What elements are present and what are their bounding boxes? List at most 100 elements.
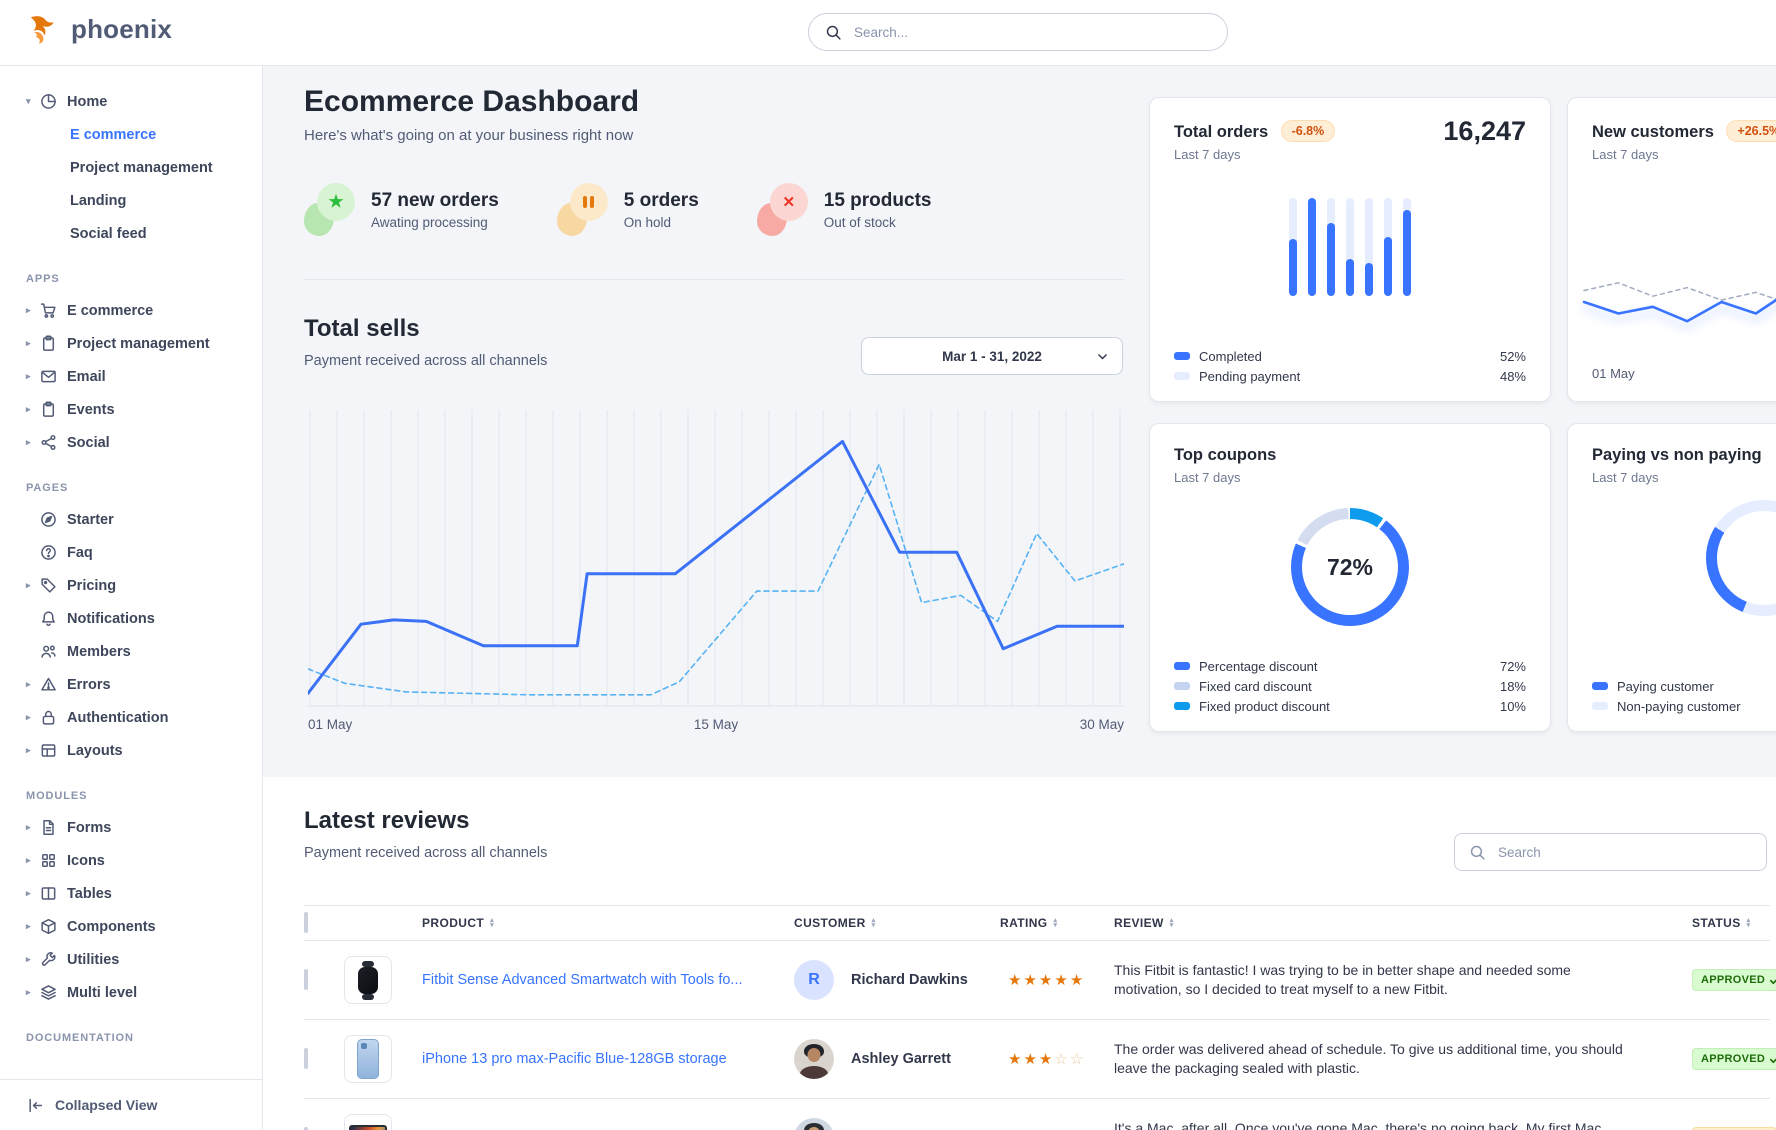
row-checkbox-cell	[304, 969, 344, 990]
card-title: Paying vs non paying	[1592, 446, 1762, 464]
x-axis-label: 30 May	[1079, 717, 1124, 732]
sidebar-item-pricing[interactable]: ▸ Pricing	[26, 569, 244, 602]
reviews-search[interactable]	[1454, 833, 1767, 871]
sidebar-item-layouts[interactable]: ▸ Layouts	[26, 734, 244, 767]
legend-swatch	[1174, 662, 1190, 670]
legend-row: Percentage discount 72%	[1174, 656, 1526, 676]
sidebar-item-e-commerce[interactable]: ▸ E commerce	[26, 294, 244, 327]
select-all-checkbox[interactable]	[304, 912, 308, 933]
row-checkbox[interactable]	[304, 1048, 308, 1069]
row-checkbox-cell	[304, 1127, 344, 1130]
product-link[interactable]: Fitbit Sense Advanced Smartwatch with To…	[422, 972, 743, 988]
row-checkbox[interactable]	[304, 1127, 308, 1130]
caret-right-icon: ▸	[26, 404, 31, 414]
sidebar-item-email[interactable]: ▸ Email	[26, 360, 244, 393]
table-row: Apple MacBook Pro 13 inch-M1-8/256GBWood…	[304, 1099, 1776, 1130]
reviews-table-header: PRODUCT ▴ ▾ CUSTOMER ▴ ▾ RATING ▴ ▾ REVIEW ▴ ▾ STATU…	[304, 905, 1770, 941]
reviews-title: Latest reviews	[304, 807, 470, 834]
top-coupons-card: Top coupons Last 7 days 72% Percentage d…	[1149, 423, 1551, 732]
sidebar-item-notifications[interactable]: Notifications	[26, 602, 244, 635]
column-header-review[interactable]: REVIEW ▴ ▾	[1114, 916, 1692, 930]
status-label: APPROVED	[1701, 974, 1766, 986]
sidebar-item-errors[interactable]: ▸ Errors	[26, 668, 244, 701]
star-icon: ★	[1008, 1051, 1024, 1068]
sidebar-item-components[interactable]: ▸ Components	[26, 910, 244, 943]
sidebar-item-tables[interactable]: ▸ Tables	[26, 877, 244, 910]
reviews-search-input[interactable]	[1496, 843, 1752, 861]
bar-fill	[1365, 262, 1373, 296]
sidebar-item-e-commerce[interactable]: E commerce	[26, 118, 244, 151]
sidebar-item-label: Icons	[67, 852, 105, 869]
stat-value: 5 orders	[623, 190, 699, 211]
sidebar-item-project-management[interactable]: ▸ Project management	[26, 327, 244, 360]
sidebar-item-project-management[interactable]: Project management	[26, 151, 244, 184]
global-search[interactable]	[808, 13, 1228, 51]
column-header-customer[interactable]: CUSTOMER ▴ ▾	[794, 916, 1000, 930]
bar-track	[1384, 198, 1392, 296]
column-header-rating[interactable]: RATING ▴ ▾	[1000, 916, 1114, 930]
sidebar-item-home[interactable]: ▾ Home	[26, 85, 244, 118]
sidebar-item-authentication[interactable]: ▸ Authentication	[26, 701, 244, 734]
rating-stars: ★★★☆☆	[1000, 1050, 1114, 1068]
column-header-status[interactable]: STATUS ▴ ▾	[1692, 916, 1770, 930]
sidebar-item-forms[interactable]: ▸ Forms	[26, 811, 244, 844]
sidebar-item-members[interactable]: Members	[26, 635, 244, 668]
sidebar-item-utilities[interactable]: ▸ Utilities	[26, 943, 244, 976]
review-text: This Fitbit is fantastic! I was trying t…	[1114, 962, 1571, 997]
brand-logo[interactable]: phoenix	[28, 14, 172, 45]
caret-right-icon: ▸	[26, 921, 31, 931]
total-sells-x-axis: 01 May 15 May 30 May	[308, 717, 1124, 732]
sidebar-item-faq[interactable]: Faq	[26, 536, 244, 569]
status-cell: PENDING	[1692, 1127, 1776, 1130]
date-range-select[interactable]: Mar 1 - 31, 2022	[861, 337, 1123, 375]
caret-right-icon: ▸	[26, 745, 31, 755]
total-sells-title: Total sells	[304, 315, 420, 342]
legend-label: Completed	[1199, 348, 1262, 364]
status-badge: APPROVED	[1692, 969, 1776, 991]
sidebar-item-social-feed[interactable]: Social feed	[26, 217, 244, 250]
file-icon	[40, 819, 57, 836]
row-checkbox[interactable]	[304, 969, 308, 990]
coupons-legend: Percentage discount 72% Fixed card discoun…	[1174, 656, 1526, 716]
sidebar-item-multi-level[interactable]: ▸ Multi level	[26, 976, 244, 1009]
new-customers-card: New customers +26.5% Last 7 days 01 May	[1567, 97, 1776, 402]
total-sells-chart	[308, 410, 1124, 712]
star-icon: ☆	[1054, 1051, 1070, 1068]
column-header-product[interactable]: PRODUCT ▴ ▾	[422, 916, 794, 930]
sidebar-item-events[interactable]: ▸ Events	[26, 393, 244, 426]
legend-value: 52%	[1499, 348, 1526, 364]
product-link[interactable]: iPhone 13 pro max-Pacific Blue-128GB sto…	[422, 1051, 727, 1067]
sidebar-item-starter[interactable]: Starter	[26, 503, 244, 536]
stat-value: 15 products	[823, 190, 932, 211]
legend-label: Pending payment	[1199, 368, 1301, 384]
sidebar-collapse-toggle[interactable]: Collapsed View	[0, 1079, 262, 1130]
clipboard-icon	[40, 401, 57, 418]
legend-swatch	[1592, 682, 1608, 690]
sort-icon: ▴ ▾	[490, 917, 495, 929]
sidebar-item-label: Events	[67, 401, 115, 418]
bell-icon	[40, 610, 57, 627]
global-search-input[interactable]	[852, 23, 1211, 41]
sidebar-item-landing[interactable]: Landing	[26, 184, 244, 217]
status-cell: APPROVED	[1692, 1048, 1776, 1070]
bar-fill	[1289, 239, 1297, 296]
card-title: New customers	[1592, 123, 1714, 141]
stat-text: 15 products Out of stock	[824, 190, 932, 230]
sidebar-item-social[interactable]: ▸ Social	[26, 426, 244, 459]
card-period: Last 7 days	[1592, 147, 1659, 162]
stat-value: 57 new orders	[371, 190, 499, 211]
sidebar-item-icons[interactable]: ▸ Icons	[26, 844, 244, 877]
grid-icon	[40, 852, 57, 869]
sidebar-item-label: Pricing	[67, 577, 117, 594]
avatar: R	[794, 960, 834, 1000]
sidebar-item-label: Errors	[67, 676, 111, 693]
caret-down-icon: ▾	[26, 96, 31, 106]
bar-fill	[1346, 258, 1354, 296]
sidebar-section-label: MODULES	[26, 790, 88, 802]
sidebar-item-label: Members	[67, 643, 131, 660]
sidebar-item-label: Email	[67, 368, 106, 385]
legend-row: Paying customer	[1592, 676, 1776, 696]
caret-right-icon: ▸	[26, 712, 31, 722]
x-axis-label: 01 May	[308, 717, 353, 732]
legend-swatch	[1174, 682, 1190, 690]
